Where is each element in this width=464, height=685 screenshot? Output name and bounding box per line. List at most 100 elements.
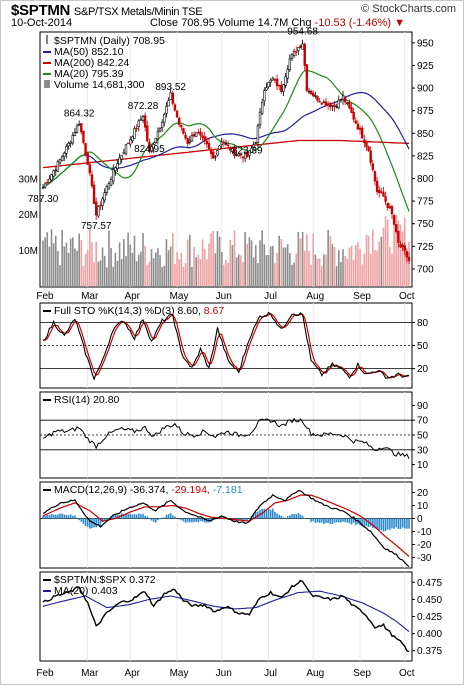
macd-histogram-bar: [282, 517, 285, 519]
candle-body: [284, 76, 287, 86]
macd-histogram-bar: [42, 516, 44, 519]
macd-histogram-bar: [82, 518, 85, 524]
macd-histogram-bar: [263, 508, 266, 519]
macd-histogram-bar: [57, 514, 59, 519]
volume-bar: [340, 262, 342, 286]
macd-histogram-bar: [112, 514, 115, 519]
candle-body: [60, 156, 64, 162]
macd-histogram-bar: [291, 514, 293, 519]
candle-body: [63, 152, 66, 157]
macd-histogram-bar: [61, 513, 63, 519]
candle-body: [346, 102, 349, 105]
volume-bar: [320, 266, 323, 286]
macd-histogram-bar: [391, 518, 393, 529]
volume-bar: [220, 251, 223, 286]
macd-histogram-bar: [50, 513, 53, 519]
price-axis-tick-label: 750: [417, 219, 434, 230]
macd-histogram-bar: [133, 514, 136, 519]
macd-histogram-bar: [297, 513, 300, 519]
volume-bar: [148, 261, 151, 286]
month-label-top: Apr: [124, 291, 140, 302]
chg-down-arrow-icon: ▼: [394, 17, 405, 29]
candle-body: [133, 128, 136, 139]
candle-body: [160, 122, 164, 128]
macd-histogram-bar: [278, 514, 280, 519]
candle-body: [312, 92, 315, 97]
volume-bar: [363, 253, 366, 286]
candle-body: [131, 136, 134, 141]
chg-label: Chg: [291, 17, 312, 29]
candle-body: [350, 107, 353, 113]
candle-body: [43, 183, 47, 188]
volume-bar: [125, 256, 127, 286]
month-label-bottom: Feb: [36, 668, 54, 679]
symbol-label: $SPTMN: [11, 2, 71, 19]
candle-body: [320, 103, 323, 105]
candle-body: [297, 47, 300, 51]
macd-histogram-bar: [289, 515, 291, 519]
price-annotation: 823.39: [232, 145, 263, 156]
rsi-axis-tick-label: 50: [417, 431, 429, 442]
candle-body: [326, 103, 330, 105]
candle-body: [318, 101, 321, 103]
macd-histogram-bar: [355, 518, 357, 526]
volume-bar: [216, 231, 219, 286]
sto-k-line: [42, 311, 410, 381]
macd-histogram-bar: [46, 514, 49, 519]
macd-histogram-bar: [374, 518, 376, 529]
candle-body: [177, 117, 181, 125]
macd-histogram-bar: [276, 513, 278, 519]
macd-histogram-bar: [316, 518, 319, 523]
macd-histogram-bar: [378, 518, 381, 530]
candle-body: [158, 127, 162, 132]
candle-body: [207, 142, 211, 150]
volume-bar: [327, 229, 329, 286]
macd-histogram-bar: [220, 516, 223, 519]
candle-body: [375, 180, 379, 193]
rsi-axis-tick-label: 30: [417, 445, 429, 456]
candle-body: [378, 189, 381, 194]
candle-body: [403, 245, 406, 251]
volume-bar: [269, 246, 272, 286]
macd-histogram-bar: [372, 518, 374, 529]
macd-histogram-bar: [244, 518, 246, 522]
macd-histogram-bar: [152, 518, 155, 522]
macd-axis-tick-label: 20: [417, 488, 429, 499]
volume-bar: [223, 264, 225, 286]
volume-bar: [206, 259, 208, 286]
macd-histogram-bar: [199, 518, 202, 522]
volume-bar: [348, 247, 351, 286]
candle-body: [331, 105, 334, 107]
candle-body: [235, 154, 238, 156]
volume-bar: [376, 250, 378, 286]
month-label-bottom: Oct: [399, 668, 415, 679]
macd-histogram-bar: [235, 518, 238, 520]
rsi-axis-tick-label: 90: [417, 401, 429, 412]
candle-body: [205, 140, 209, 145]
candle-body: [384, 196, 387, 202]
symbol-title: $SPTMN S&P/TSX Metals/Minin TSE: [11, 2, 203, 19]
volume-bar: [316, 258, 319, 286]
volume-bar: [172, 232, 174, 286]
candle-body: [109, 178, 113, 186]
volume-bar: [372, 229, 374, 286]
volume-bar: [161, 267, 163, 286]
macd-histogram-bar: [299, 514, 302, 519]
volume-bar: [50, 229, 53, 286]
candle-body: [292, 51, 296, 56]
volume-bar: [323, 254, 325, 286]
macd-axis-tick-label: -20: [417, 540, 432, 551]
macd-histogram-bar: [99, 518, 102, 527]
volume-bar: [84, 253, 87, 286]
macd-axis-tick-label: -30: [417, 553, 432, 564]
candle-body: [273, 79, 277, 81]
candle-body: [233, 146, 236, 157]
price-axis-tick-label: 725: [417, 242, 434, 253]
candle-body: [114, 167, 117, 171]
volume-bar: [203, 248, 206, 286]
volume-bar: [378, 241, 381, 286]
candle-body: [354, 120, 358, 124]
macd-histogram-bar: [86, 518, 89, 528]
macd-histogram-bar: [314, 518, 317, 523]
candle-body: [182, 127, 185, 134]
